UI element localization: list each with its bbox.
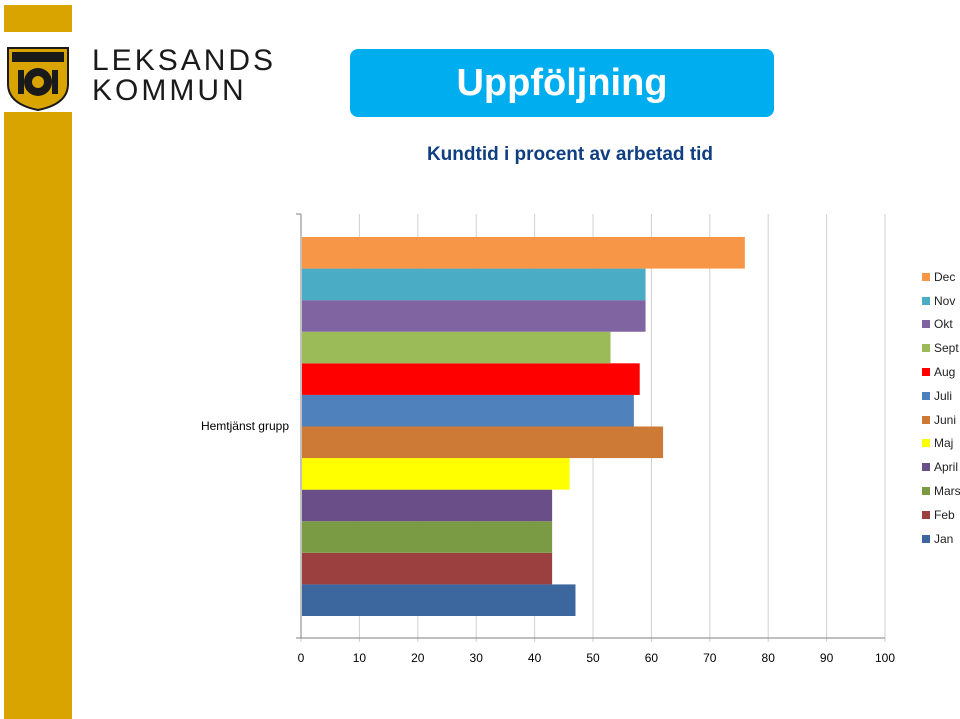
legend-label: Mars [934, 484, 960, 499]
legend-swatch [922, 296, 930, 305]
bar-feb [302, 552, 553, 585]
legend-item-maj: Maj [922, 432, 960, 456]
x-tick-label: 90 [820, 651, 834, 665]
bar-dec [302, 237, 745, 269]
legend-label: Maj [934, 436, 954, 451]
x-tick-label: 80 [762, 651, 776, 665]
chart-legend: Dec Nov Okt Sept Aug Juli Juni Maj April Mars Feb J… [922, 265, 960, 551]
legend-swatch [922, 272, 930, 281]
bar-maj [302, 458, 570, 490]
x-tick-label: 70 [703, 651, 717, 665]
legend-item-mars: Mars [922, 479, 960, 503]
bar-mars [302, 521, 553, 553]
x-tick-label: 30 [470, 651, 484, 665]
legend-label: Feb [934, 507, 955, 522]
bar-juni [302, 426, 664, 459]
legend-label: Juli [934, 388, 953, 403]
banner-title-text: Uppföljning [456, 61, 668, 104]
bar-jan [302, 584, 576, 616]
legend-item-jan: Jan [922, 527, 960, 551]
x-tick-label: 40 [528, 651, 542, 665]
legend-swatch [922, 439, 930, 448]
legend-item-juni: Juni [922, 408, 960, 432]
legend-item-sept: Sept [922, 336, 960, 360]
legend-item-nov: Nov [922, 289, 960, 313]
x-tick-label: 60 [645, 651, 659, 665]
legend-swatch [922, 320, 930, 329]
logo-name-line2: KOMMUN [92, 74, 247, 107]
legend-label: April [934, 460, 959, 475]
legend-item-okt: Okt [922, 313, 960, 337]
x-tick-label: 10 [353, 651, 367, 665]
logo-name-line1: LEKSANDS [92, 44, 277, 77]
legend-swatch [922, 415, 930, 424]
legend-swatch [922, 368, 930, 377]
legend-swatch [922, 487, 930, 496]
x-tick-label: 100 [875, 651, 895, 665]
legend-swatch [922, 510, 930, 519]
decor-bar-side [4, 112, 72, 719]
legend-swatch [922, 463, 930, 472]
x-tick-label: 0 [298, 651, 305, 665]
legend-item-aug: Aug [922, 360, 960, 384]
x-tick-label: 50 [586, 651, 600, 665]
legend-label: Aug [934, 365, 956, 380]
legend-swatch [922, 391, 930, 400]
legend-item-april: April [922, 455, 960, 479]
legend-label: Sept [934, 341, 959, 356]
bar-nov [302, 268, 646, 301]
coat-of-arms-icon [7, 47, 69, 112]
legend-item-dec: Dec [922, 265, 960, 289]
legend-swatch [922, 344, 930, 353]
legend-label: Nov [934, 293, 956, 308]
chart-title: Kundtid i procent av arbetad tid [426, 144, 714, 165]
x-tick-label: 20 [411, 651, 425, 665]
decor-bar-top [4, 5, 72, 32]
legend-label: Jan [934, 531, 954, 546]
bar-juli [302, 394, 634, 427]
legend-item-juli: Juli [922, 384, 960, 408]
bar-aug [302, 363, 640, 395]
legend-label: Dec [934, 269, 956, 284]
bar-okt [302, 300, 646, 332]
bar-april [302, 489, 553, 522]
bar-sept [302, 331, 611, 364]
category-label: Hemtjänst grupp [201, 419, 289, 433]
banner-title: Uppföljning [350, 49, 774, 117]
legend-label: Juni [934, 412, 957, 427]
legend-swatch [922, 534, 930, 543]
legend-item-feb: Feb [922, 503, 960, 527]
legend-label: Okt [934, 317, 953, 332]
